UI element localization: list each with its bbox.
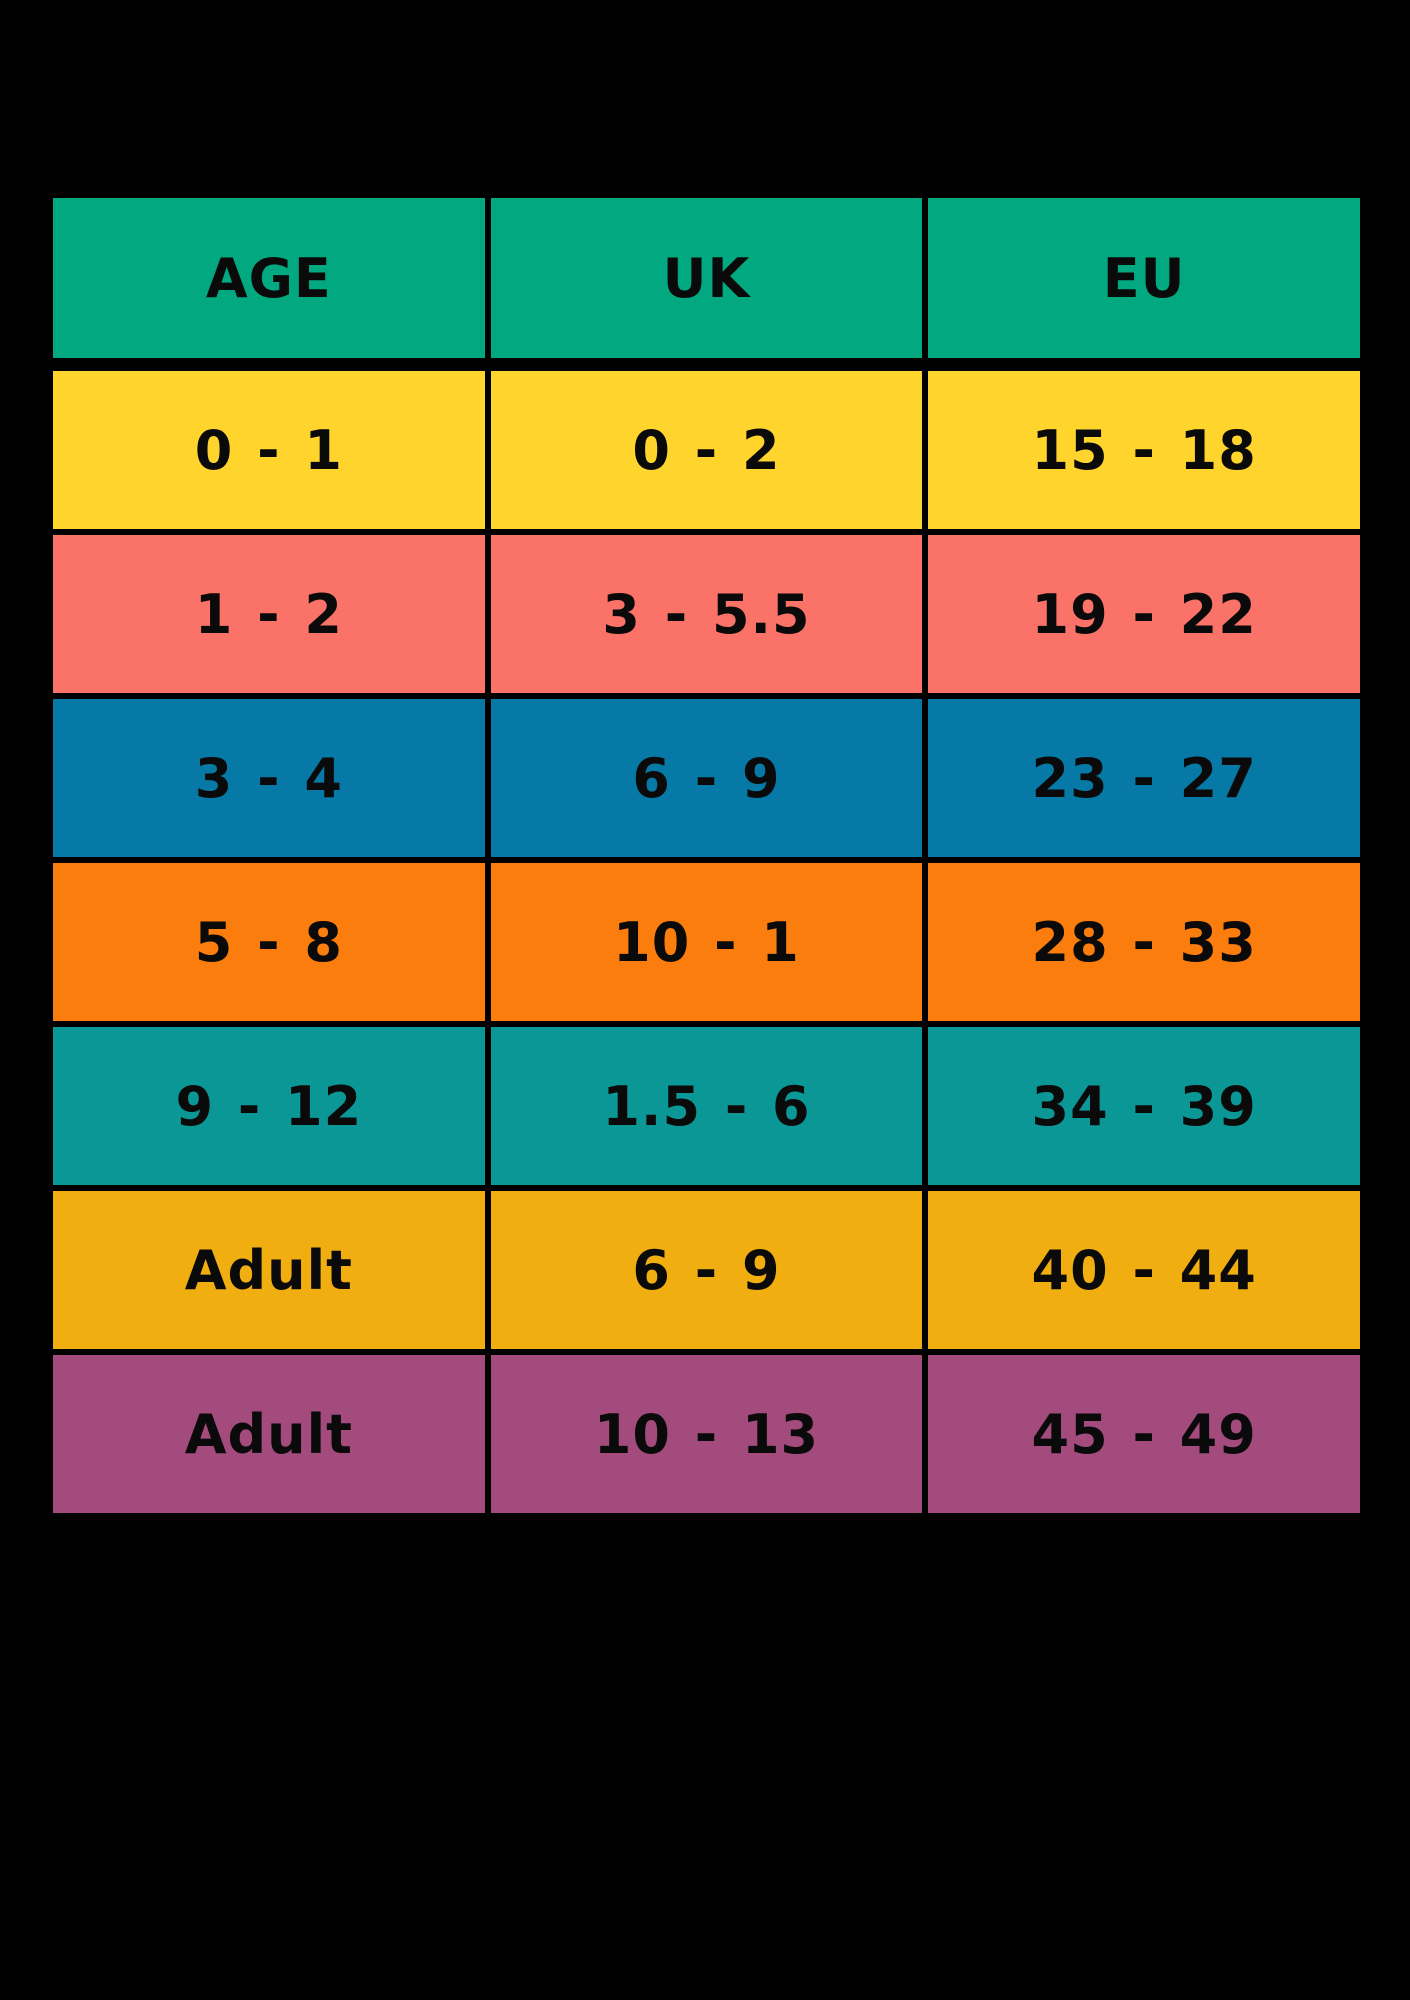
cell-eu: 28 - 33 bbox=[928, 863, 1360, 1021]
cell-eu: 34 - 39 bbox=[928, 1027, 1360, 1185]
cell-eu: 40 - 44 bbox=[928, 1191, 1360, 1349]
cell-eu: 45 - 49 bbox=[928, 1355, 1360, 1513]
table-row: 9 - 12 1.5 - 6 34 - 39 bbox=[53, 1027, 1360, 1185]
cell-uk: 1.5 - 6 bbox=[490, 1027, 923, 1185]
table-row: 5 - 8 10 - 1 28 - 33 bbox=[53, 863, 1360, 1021]
cell-uk: 6 - 9 bbox=[490, 699, 923, 857]
cell-age: 3 - 4 bbox=[53, 699, 485, 857]
cell-age: 1 - 2 bbox=[53, 535, 485, 693]
cell-uk: 6 - 9 bbox=[490, 1191, 923, 1349]
cell-eu: 23 - 27 bbox=[928, 699, 1360, 857]
cell-uk: 10 - 1 bbox=[490, 863, 923, 1021]
column-header-uk: UK bbox=[490, 198, 923, 358]
table-row: Adult 6 - 9 40 - 44 bbox=[53, 1191, 1360, 1349]
cell-age: 9 - 12 bbox=[53, 1027, 485, 1185]
column-header-age: AGE bbox=[53, 198, 485, 358]
cell-uk: 3 - 5.5 bbox=[490, 535, 923, 693]
column-header-eu: EU bbox=[928, 198, 1360, 358]
table-row: Adult 10 - 13 45 - 49 bbox=[53, 1355, 1360, 1513]
cell-age: Adult bbox=[53, 1355, 485, 1513]
cell-age: Adult bbox=[53, 1191, 485, 1349]
cell-age: 0 - 1 bbox=[53, 371, 485, 529]
table-header-row: AGE UK EU bbox=[53, 198, 1360, 358]
cell-uk: 10 - 13 bbox=[490, 1355, 923, 1513]
cell-eu: 19 - 22 bbox=[928, 535, 1360, 693]
cell-eu: 15 - 18 bbox=[928, 371, 1360, 529]
cell-uk: 0 - 2 bbox=[490, 371, 923, 529]
cell-age: 5 - 8 bbox=[53, 863, 485, 1021]
